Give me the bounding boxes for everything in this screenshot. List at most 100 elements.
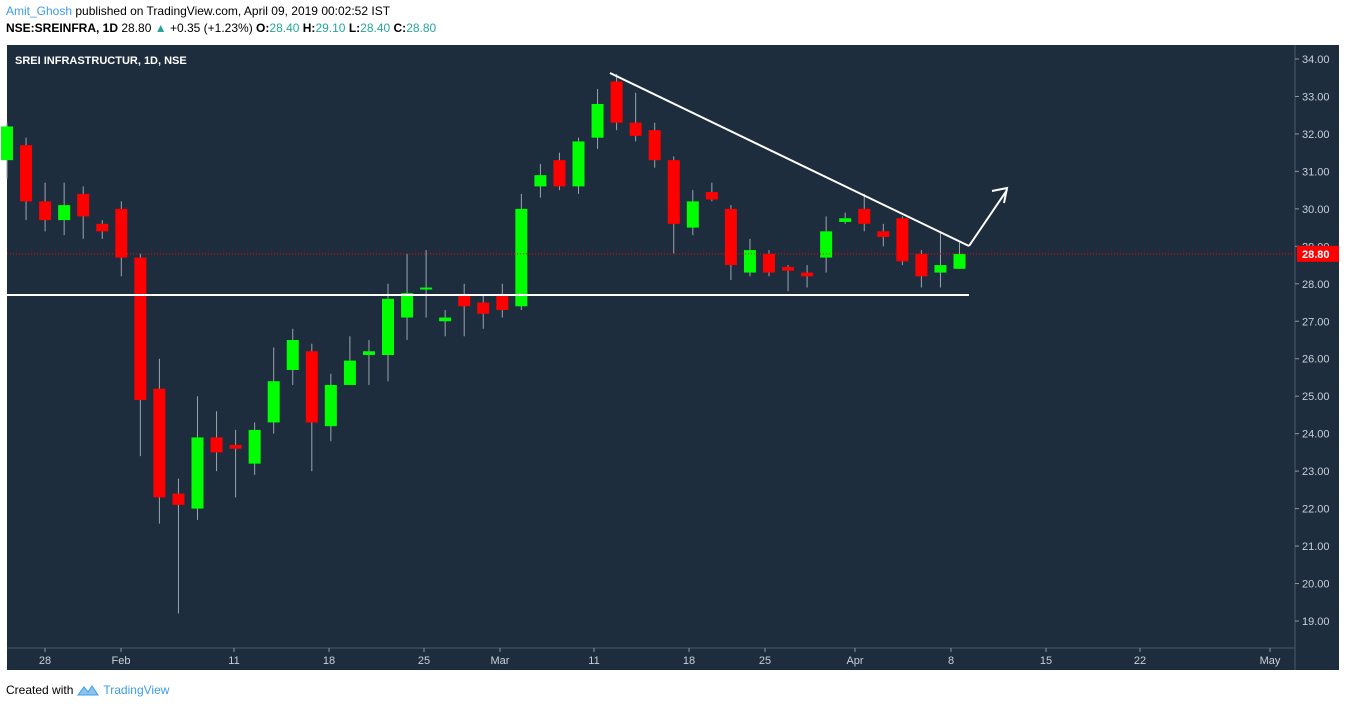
candle-body <box>286 340 299 370</box>
candle <box>801 265 814 288</box>
candle <box>572 137 585 194</box>
price-tick-label: 23.00 <box>1302 466 1330 478</box>
candle-body <box>743 250 756 273</box>
candle-body <box>458 295 471 307</box>
tradingview-logo-icon <box>77 685 100 696</box>
time-tick-label: 18 <box>323 655 335 667</box>
candle <box>705 182 718 202</box>
candle-body <box>534 175 547 187</box>
candle <box>305 343 318 472</box>
time-tick-label: Mar <box>491 655 510 667</box>
arrow-head-icon <box>991 186 1009 204</box>
high-value: 29.10 <box>315 21 346 35</box>
created-with-text: Created with <box>6 683 74 697</box>
candle <box>610 73 623 131</box>
candle-body <box>210 437 223 453</box>
resistance-trendline[interactable] <box>609 72 970 247</box>
time-tick-label: 25 <box>759 655 771 667</box>
candle-body <box>153 388 166 498</box>
candle-body <box>591 103 604 138</box>
price-axis-background <box>1295 45 1339 670</box>
price-tick-label: 30.00 <box>1302 204 1330 216</box>
tradingview-brand-link[interactable]: TradingView <box>103 683 170 697</box>
open-label: O: <box>256 21 270 35</box>
candle-body <box>648 130 661 161</box>
candle-body <box>115 208 128 258</box>
candle-body <box>877 231 890 237</box>
price-tick-label: 21.00 <box>1302 541 1330 553</box>
candle-body <box>191 437 204 509</box>
low-value: 28.40 <box>360 21 391 35</box>
candle-body <box>705 192 718 200</box>
price-tick-label: 19.00 <box>1302 616 1330 628</box>
candle-body <box>915 253 928 277</box>
candle-body <box>39 201 52 221</box>
candle <box>58 182 71 236</box>
price-tick-label: 28.00 <box>1302 279 1330 291</box>
low-label: L: <box>348 21 361 35</box>
candle-body <box>382 298 394 355</box>
candle-body <box>477 302 490 314</box>
candle-body <box>667 160 680 224</box>
price-tick-label: 32.00 <box>1302 129 1330 141</box>
ohlc-line: NSE:SREINFRA, 1D 28.80 ▲ +0.35 (+1.23%) … <box>6 20 436 37</box>
candle-body <box>496 295 509 311</box>
candle-body <box>801 272 814 277</box>
candle <box>724 205 737 281</box>
author-link[interactable]: Amit_Ghosh <box>6 4 73 18</box>
candle <box>382 283 394 382</box>
candle <box>534 163 547 198</box>
candle <box>629 92 642 142</box>
candle-body <box>20 145 33 202</box>
candle <box>820 216 833 273</box>
candle-body <box>896 218 909 262</box>
symbol-label: NSE:SREINFRA, 1D <box>6 21 119 35</box>
candle <box>77 186 90 239</box>
candle <box>153 358 166 524</box>
candle <box>839 212 852 224</box>
time-tick-label: May <box>1260 655 1281 667</box>
candle-body <box>267 381 280 423</box>
price-tick-label: 20.00 <box>1302 579 1330 591</box>
candle-body <box>953 253 966 269</box>
candle-body <box>324 384 337 427</box>
candle <box>782 265 795 292</box>
candle <box>172 478 185 614</box>
candle-body <box>934 265 947 273</box>
candle-body <box>134 257 147 400</box>
price-tick-label: 33.00 <box>1302 91 1330 103</box>
time-axis: 28 Feb 11 18 25 Mar 11 18 25 Apr 8 15 22 May <box>39 648 1281 667</box>
candle <box>915 250 928 288</box>
time-tick-label: 22 <box>1134 655 1146 667</box>
footer: Created with TradingView <box>6 683 169 697</box>
candle-body <box>401 293 414 318</box>
last-price-box <box>1297 245 1339 262</box>
price-axis: 34.0033.0032.0031.0030.0029.0028.0027.00… <box>1295 54 1339 628</box>
candle <box>686 190 699 236</box>
candle <box>515 193 528 311</box>
price-tick-label: 25.00 <box>1302 391 1330 403</box>
candle <box>477 295 490 329</box>
candle <box>648 122 661 168</box>
candle <box>134 253 147 457</box>
candle <box>115 201 128 277</box>
candle <box>896 216 909 266</box>
breakout-arrow[interactable] <box>968 189 1008 247</box>
candle <box>591 88 604 149</box>
candle <box>286 328 299 385</box>
candle-body <box>820 231 833 258</box>
candle <box>877 223 890 247</box>
time-tick-label: 28 <box>39 655 51 667</box>
candle-body <box>724 208 737 266</box>
chart-header: Amit_Ghosh published on TradingView.com,… <box>6 3 436 37</box>
time-tick-label: 18 <box>683 655 695 667</box>
candle-body <box>439 317 452 322</box>
price-tick-label: 27.00 <box>1302 316 1330 328</box>
candle <box>743 238 756 277</box>
candle-body <box>248 429 261 464</box>
time-tick-label: 8 <box>948 655 954 667</box>
candle <box>553 152 566 191</box>
candle <box>39 182 52 232</box>
candle-body <box>1 126 13 161</box>
